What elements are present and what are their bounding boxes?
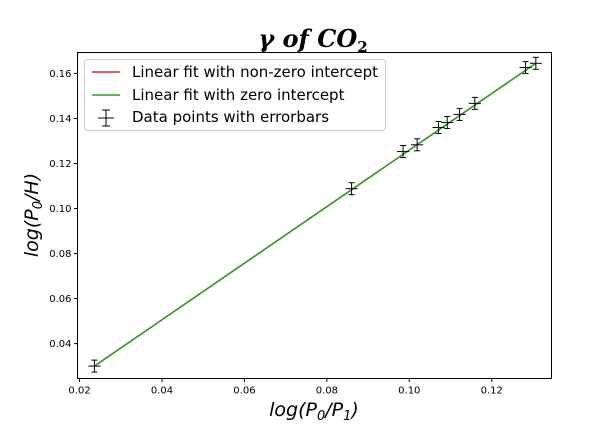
x-tick-label: 0.02 bbox=[68, 386, 90, 397]
y-axis-label-part: /H) bbox=[21, 173, 43, 203]
data-point bbox=[519, 61, 532, 75]
fit-line-zero-intercept bbox=[93, 62, 537, 367]
plot-area-frame bbox=[77, 52, 552, 379]
data-point bbox=[88, 359, 101, 373]
x-axis-label-sub: 1 bbox=[343, 409, 351, 424]
y-axis-label-sub: 0 bbox=[31, 201, 46, 209]
data-points bbox=[88, 56, 542, 373]
data-point bbox=[345, 182, 358, 196]
data-point bbox=[411, 138, 424, 152]
y-tick-label: 0.14 bbox=[49, 114, 71, 125]
data-point bbox=[397, 145, 410, 159]
data-point bbox=[453, 107, 466, 121]
x-axis-label-sub: 0 bbox=[317, 409, 325, 424]
x-tick-label: 0.10 bbox=[398, 386, 420, 397]
x-axis-label-part: /P bbox=[323, 399, 343, 421]
x-tick-label: 0.04 bbox=[151, 386, 173, 397]
x-axis-label: log(P0/P1) bbox=[269, 399, 359, 424]
x-tick-label: 0.12 bbox=[481, 386, 503, 397]
x-axis-label-part: ) bbox=[349, 399, 358, 421]
data-point bbox=[441, 116, 454, 130]
y-axis-label: log(P0/H) bbox=[21, 173, 46, 257]
data-point bbox=[529, 56, 542, 70]
data-point bbox=[468, 96, 481, 110]
legend: Linear fit with non-zero intercept Linea… bbox=[84, 59, 386, 131]
y-tick-label: 0.06 bbox=[49, 294, 71, 305]
x-tick-label: 0.08 bbox=[316, 386, 338, 397]
x-axis-label-part: log(P bbox=[269, 399, 317, 421]
x-axis-ticks: 0.02 0.04 0.06 0.08 0.10 0.12 bbox=[68, 378, 503, 397]
chart-title: γ of CO2 bbox=[258, 24, 367, 56]
legend-box bbox=[84, 59, 386, 131]
data-point bbox=[432, 120, 445, 134]
chart-title-gamma: γ of CO bbox=[258, 24, 357, 53]
x-tick-label: 0.06 bbox=[233, 386, 255, 397]
y-tick-label: 0.16 bbox=[49, 69, 71, 80]
legend-marker-errorbar bbox=[98, 109, 114, 127]
y-tick-label: 0.08 bbox=[49, 249, 71, 260]
y-axis-ticks: 0.04 0.06 0.08 0.10 0.12 0.14 0.16 bbox=[49, 69, 78, 350]
y-tick-label: 0.10 bbox=[49, 204, 71, 215]
legend-label-zero-intercept: Linear fit with zero intercept bbox=[132, 86, 345, 104]
y-axis-label-part: log(P bbox=[21, 209, 43, 257]
chart-title-subscript: 2 bbox=[357, 38, 367, 56]
legend-label-data-points: Data points with errorbars bbox=[132, 108, 329, 126]
y-tick-label: 0.12 bbox=[49, 159, 71, 170]
legend-label-nonzero-intercept: Linear fit with non-zero intercept bbox=[132, 63, 378, 81]
fit-lines bbox=[93, 62, 537, 367]
y-tick-label: 0.04 bbox=[49, 339, 71, 350]
